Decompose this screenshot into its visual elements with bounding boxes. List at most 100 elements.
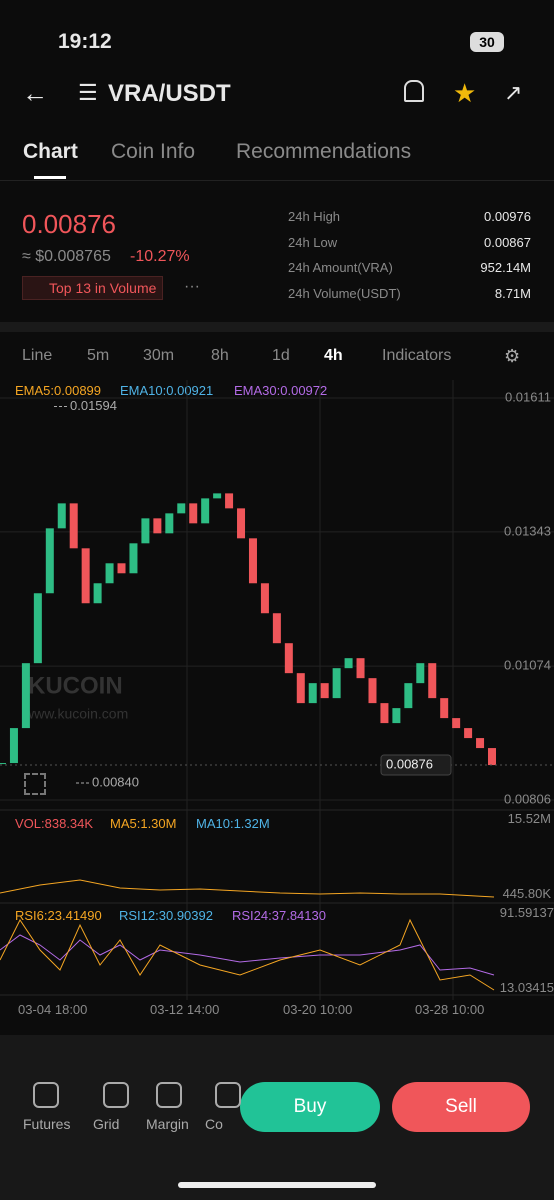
watermark-url: www.kucoin.com [23, 706, 128, 722]
more[interactable]: ··· [184, 278, 200, 295]
y-tick-label: 0.01611 [505, 389, 551, 404]
share-icon[interactable]: ↗ [504, 80, 523, 105]
candle [9, 728, 18, 764]
candle [284, 643, 293, 674]
stat-label: 24h Volume(USDT) [288, 285, 401, 301]
candle [368, 678, 377, 704]
stat-value: 8.71M [494, 285, 531, 301]
last-price: 0.00876 [22, 209, 116, 239]
stat-label: 24h High [288, 209, 341, 224]
date-label: 03-12 14:00 [150, 1002, 220, 1017]
status-time: 19:12 [58, 30, 112, 53]
stat-label: 24h Low [288, 234, 338, 250]
rsi-line [0, 918, 495, 991]
candle [0, 763, 6, 765]
candle [129, 543, 138, 574]
candle [488, 748, 496, 766]
tab[interactable]: Recommendations [236, 140, 412, 163]
rsi-line [0, 934, 495, 976]
nav-label[interactable]: Margin [146, 1116, 189, 1132]
candle [117, 563, 126, 574]
candle [225, 493, 234, 509]
candle [296, 673, 305, 704]
sell-button[interactable]: Sell [392, 1082, 530, 1132]
chart: KUCOIN www.kucoin.com 0.01611 0.01343 0.01… [0, 380, 554, 1000]
interval[interactable]: 8h [211, 347, 229, 364]
candle [141, 518, 150, 544]
home-indicator [178, 1182, 376, 1188]
menu-icon[interactable]: ☰ [78, 80, 98, 105]
candle [201, 498, 210, 524]
vol-label: MA10:1.32M [196, 816, 270, 831]
candle [213, 493, 222, 499]
nav-label[interactable]: Grid [93, 1116, 120, 1132]
current-price: 0.00876 [386, 756, 433, 771]
candle [153, 518, 162, 534]
candle [344, 658, 353, 669]
nav-icon[interactable]: Margin [156, 1082, 182, 1108]
y-tick-label: 0.01074 [504, 658, 551, 673]
nav-label[interactable]: Futures [23, 1116, 71, 1132]
candle [308, 683, 317, 704]
vol-axis: 445.80K [502, 886, 551, 901]
nav-icon[interactable]: Futures [33, 1082, 59, 1108]
grid-vertical [186, 380, 454, 1000]
candle [177, 503, 186, 514]
vol-label: VOL:838.34K [15, 816, 94, 831]
separator [0, 322, 554, 332]
candle [57, 503, 66, 529]
divider [0, 180, 554, 181]
candle [476, 738, 485, 749]
rsi-label: RSI12:30.90392 [119, 908, 213, 923]
nav-label[interactable]: Co [205, 1116, 223, 1132]
interval[interactable]: 30m [143, 347, 175, 364]
volume-ma [0, 879, 495, 898]
candle [45, 528, 54, 594]
candle [392, 708, 401, 724]
nav-icon[interactable]: Grid [103, 1082, 129, 1108]
candle [237, 508, 246, 539]
alert-icon[interactable] [404, 80, 424, 102]
watermark: KUCOIN [28, 672, 123, 699]
tab-indicator [34, 176, 66, 179]
candle [81, 548, 90, 604]
change: -10.27% [130, 248, 190, 265]
tab[interactable]: Chart [23, 140, 78, 163]
candle [189, 503, 198, 524]
interval[interactable]: 4h [324, 347, 343, 364]
stat-value: 952.14M [480, 260, 531, 275]
candle [272, 613, 281, 644]
candle [248, 538, 257, 584]
favorite-star[interactable]: ★ [453, 78, 477, 108]
current-price-box [380, 754, 452, 776]
buy-button[interactable]: Buy [240, 1082, 380, 1132]
date-label: 03-04 18:00 [18, 1002, 88, 1017]
candle [428, 663, 437, 699]
date-label: 03-20 10:00 [283, 1002, 353, 1017]
vol-axis: 15.52M [507, 811, 551, 826]
interval[interactable]: Indicators [382, 347, 452, 364]
candle [464, 728, 473, 739]
interval[interactable]: 1d [272, 347, 290, 364]
rsi-label: RSI24:37.84130 [232, 908, 326, 923]
volume-badge[interactable]: Top 13 in Volume [22, 276, 164, 300]
rsi-axis: 91.59137 [499, 905, 554, 920]
candle [105, 563, 114, 584]
candle [380, 703, 389, 724]
stat-value: 0.00867 [484, 234, 531, 250]
candle [33, 593, 42, 664]
interval[interactable]: 5m [87, 347, 110, 364]
fullscreen-icon[interactable] [24, 773, 46, 795]
nav-icon[interactable]: Co [215, 1082, 241, 1108]
ema-label: EMA30:0.00972 [234, 383, 328, 398]
candle [93, 583, 102, 604]
rsi-axis: 13.03415 [499, 980, 554, 995]
candle [452, 718, 461, 729]
tab[interactable]: Coin Info [111, 140, 196, 163]
settings-icon[interactable]: ⚙ [504, 346, 521, 366]
back-button[interactable]: ← [22, 78, 48, 108]
candle [416, 663, 425, 684]
vol-label: MA5:1.30M [110, 816, 177, 831]
interval[interactable]: Line [22, 347, 53, 364]
ema-label: EMA5:0.00899 [15, 383, 102, 398]
